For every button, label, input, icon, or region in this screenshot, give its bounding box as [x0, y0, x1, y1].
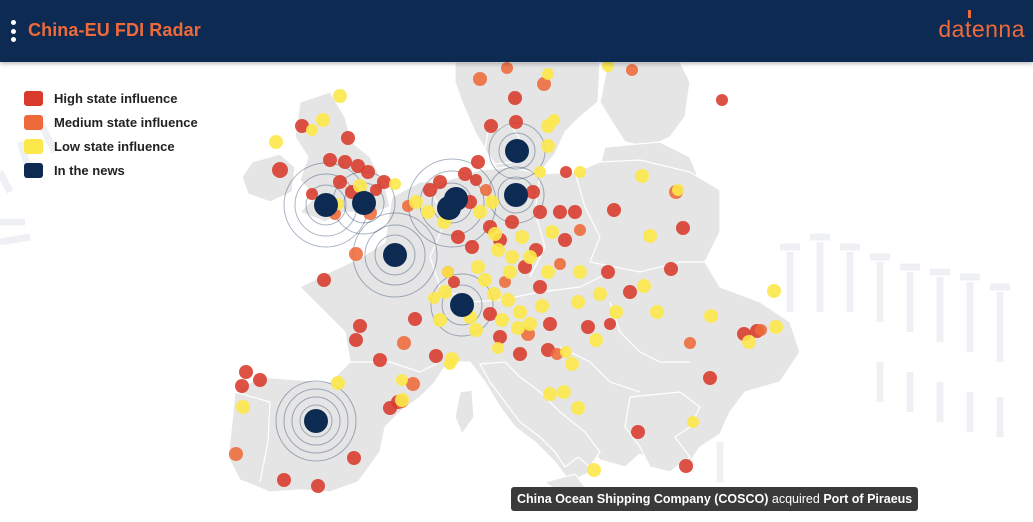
legend-label: High state influence — [54, 90, 178, 106]
menu-icon[interactable] — [8, 20, 18, 42]
tooltip-target: Port of Piraeus — [823, 492, 913, 506]
legend-item-high[interactable]: High state influence — [24, 86, 198, 110]
low-state-swatch — [24, 138, 43, 154]
markers-low-state[interactable] — [236, 62, 783, 477]
map-area[interactable]: High state influence Medium state influe… — [0, 62, 1033, 522]
europe-map[interactable] — [0, 62, 1033, 522]
legend-label: In the news — [54, 162, 125, 178]
map-legend: High state influence Medium state influe… — [24, 86, 198, 182]
brand-logo-mark — [968, 10, 971, 18]
medium-state-swatch — [24, 114, 43, 130]
legend-item-medium[interactable]: Medium state influence — [24, 110, 198, 134]
legend-label: Medium state influence — [54, 114, 198, 130]
tooltip-company: China Ocean Shipping Company (COSCO) — [517, 492, 769, 506]
legend-item-low[interactable]: Low state influence — [24, 134, 198, 158]
legend-label: Low state influence — [54, 138, 175, 154]
high-state-swatch — [24, 90, 43, 106]
legend-item-news[interactable]: In the news — [24, 158, 198, 182]
tooltip-verb: acquired — [771, 492, 820, 506]
app-header: China-EU FDI Radar datenna — [0, 0, 1033, 62]
in-the-news-swatch — [24, 162, 43, 178]
acquisition-tooltip: China Ocean Shipping Company (COSCO) acq… — [511, 487, 919, 511]
brand-logo[interactable]: datenna — [938, 16, 1025, 42]
markers-in-the-news[interactable] — [304, 139, 529, 433]
news-radar-rings — [275, 122, 546, 462]
app-title: China-EU FDI Radar — [28, 20, 201, 40]
